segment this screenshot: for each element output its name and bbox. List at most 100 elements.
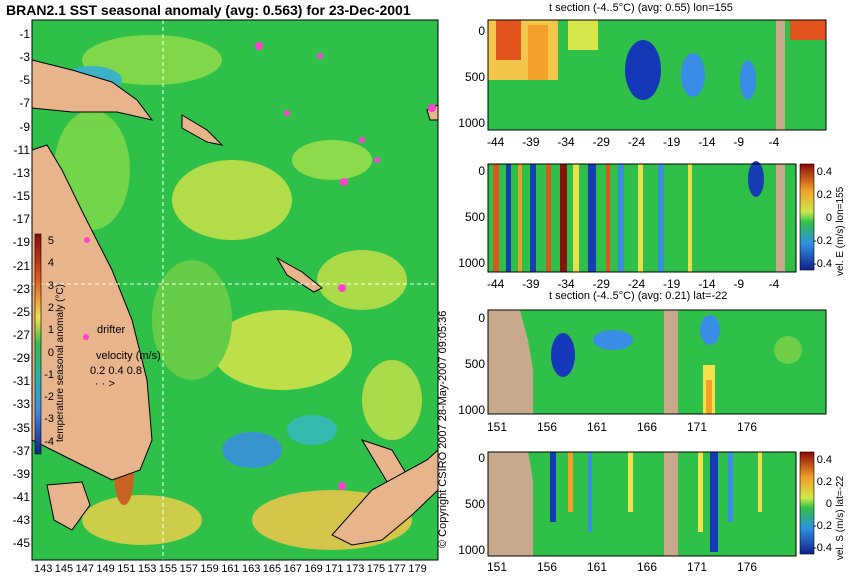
map-colorbar-label: temperature seasonal anomaly (°C) [55, 284, 66, 442]
tick-label: -17 [12, 212, 30, 227]
tick-label: -33 [12, 397, 30, 412]
tick-label: 167 [283, 563, 302, 575]
map-colorbar [34, 233, 42, 455]
tick-label: -24 [627, 277, 646, 291]
tick-label: -29 [592, 277, 610, 291]
tick-label: 500 [464, 70, 485, 84]
tick-label: -39 [12, 466, 30, 481]
tick-label: 1000 [458, 116, 485, 130]
tick-label: -13 [12, 165, 30, 180]
tick-label: -45 [12, 536, 30, 551]
tick-label: -14 [698, 277, 716, 291]
tick-label: 161 [587, 560, 608, 574]
tick-label: -44 [487, 135, 505, 149]
vel-s-lat-panel [487, 451, 797, 557]
tick-label: 159 [200, 563, 219, 575]
tick-label: -0.2 [813, 235, 832, 247]
tick-label: 0.4 [816, 166, 832, 178]
tick-label: 149 [96, 563, 115, 575]
tick-label: 3 [47, 279, 54, 292]
tick-label: -23 [12, 281, 30, 296]
tick-label: -34 [557, 135, 575, 149]
tick-label: -19 [663, 277, 681, 291]
tick-label: 500 [464, 210, 485, 224]
tick-label: 0.4 [816, 454, 832, 466]
tick-label: 147 [75, 563, 94, 575]
tick-label: 155 [158, 563, 178, 575]
t-section-lon-panel [487, 19, 827, 131]
tick-label: 0 [825, 212, 832, 224]
vel-e-lon-panel [487, 161, 797, 273]
tick-label: 171 [687, 420, 708, 434]
tick-label: 0 [478, 311, 485, 325]
vel-s-colorbar [799, 451, 815, 555]
tick-label: -5 [19, 73, 30, 88]
tick-label: -24 [627, 135, 646, 149]
map-title: BRAN2.1 SST seasonal anomaly (avg: 0.563… [6, 2, 411, 18]
tick-label: 1 [47, 324, 54, 337]
tick-label: 166 [637, 560, 658, 574]
tick-label: -0.4 [813, 258, 832, 270]
tick-label: -1 [19, 27, 30, 41]
tick-label: 163 [242, 563, 261, 575]
tick-label: -21 [12, 258, 30, 273]
tick-label: -9 [733, 277, 745, 291]
tick-label: 4 [47, 257, 54, 270]
tick-label: -27 [12, 327, 30, 342]
tick-label: 0 [825, 498, 832, 510]
tick-label: 166 [637, 420, 658, 434]
tick-label: 157 [179, 563, 198, 575]
tick-label: -4 [768, 277, 780, 291]
tick-label: -35 [12, 420, 30, 435]
copyright-label: © Copyright CSIRO 2007 28-May-2007 09:05… [437, 310, 449, 548]
tick-label: -4 [768, 135, 780, 149]
tick-label: 169 [304, 563, 323, 575]
t-section-lat-panel [487, 309, 827, 415]
t-section-lat-title: t section (-4..5°C) (avg: 0.21) lat=-22 [549, 290, 728, 302]
tick-label: -19 [663, 135, 681, 149]
velocity-label: velocity (m/s) [96, 350, 161, 362]
tick-label: 0 [478, 451, 485, 465]
tick-label: -14 [698, 135, 716, 149]
tick-label: 177 [387, 563, 406, 575]
tick-label: -4 [44, 435, 54, 448]
tick-label: 171 [687, 560, 708, 574]
tick-label: -3 [19, 50, 30, 65]
tick-label: -7 [19, 96, 30, 111]
tick-label: -31 [12, 374, 30, 389]
tick-label: 0 [478, 164, 485, 178]
map-drifters [83, 42, 436, 490]
tick-label: 143 [34, 563, 53, 575]
tick-label: 0 [478, 24, 485, 38]
t-section-lon-title: t section (-4..5°C) (avg: 0.55) lon=155 [549, 2, 733, 14]
tick-label: 156 [537, 560, 558, 574]
velocity-scale: 0.2 0.4 0.8 [90, 365, 142, 377]
tick-label: 179 [408, 563, 427, 575]
vel-s-colorbar-label: vel. S (m/s) lat=-22 [835, 475, 846, 560]
tick-label: 151 [487, 560, 508, 574]
tick-label: 145 [54, 563, 74, 575]
tick-label: 0.2 [816, 189, 832, 201]
tick-label: -37 [12, 443, 30, 458]
tick-label: 151 [117, 563, 136, 575]
tick-label: 5 [47, 235, 54, 247]
tick-label: 153 [138, 563, 157, 575]
tick-label: -0.2 [813, 520, 832, 532]
tick-label: -29 [12, 351, 30, 366]
tick-label: 151 [487, 420, 508, 434]
drifter-label: drifter [97, 324, 126, 336]
tick-label: -0.4 [813, 542, 832, 554]
sst-map [31, 19, 439, 561]
tick-label: 176 [737, 420, 758, 434]
tick-label: -2 [44, 391, 54, 404]
tick-label: 161 [221, 563, 240, 575]
tick-label: 156 [537, 420, 558, 434]
tick-label: -11 [13, 142, 30, 157]
tick-label: 0 [47, 346, 54, 359]
tick-label: -39 [522, 277, 540, 291]
tick-label: -44 [487, 277, 505, 291]
tick-label: 176 [737, 560, 758, 574]
tick-label: 175 [366, 563, 386, 575]
map-land [31, 59, 439, 546]
vel-e-colorbar [799, 163, 815, 271]
